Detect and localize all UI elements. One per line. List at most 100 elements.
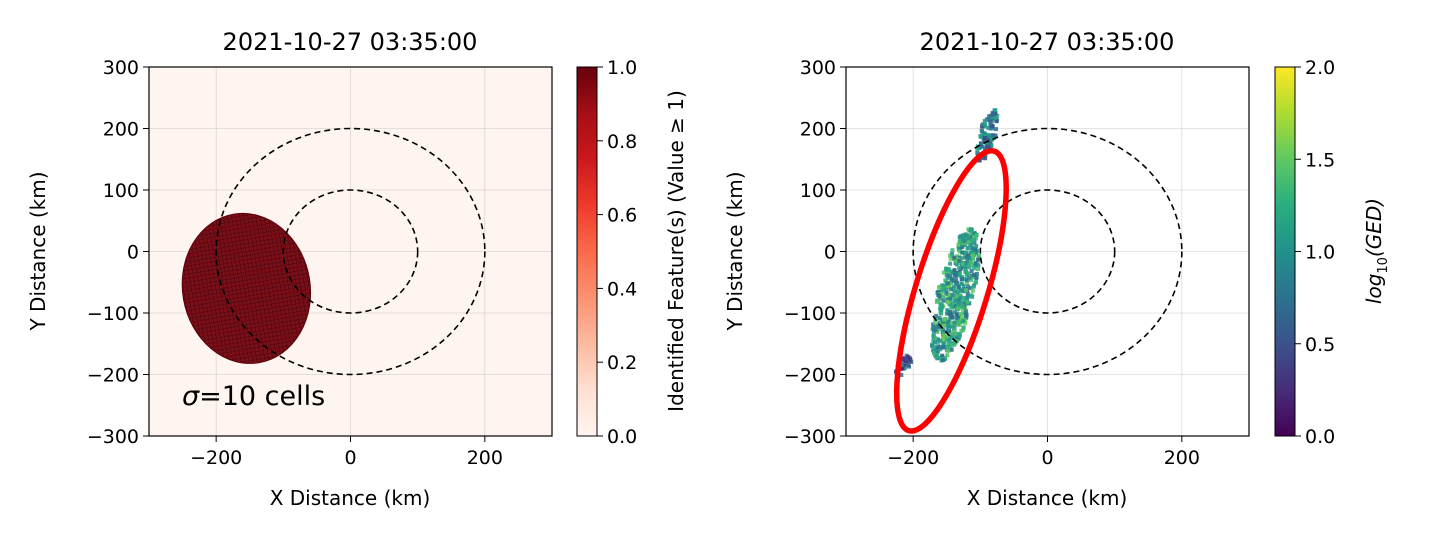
left-colorbar-label: Identified Feature(s) (Value ≥ 1) (664, 90, 688, 412)
lightning-cell (900, 360, 905, 365)
lightning-cell (973, 247, 978, 252)
lightning-cell (949, 333, 954, 338)
lightning-cell (942, 286, 947, 291)
lightning-cell (954, 281, 959, 286)
lightning-cell (955, 290, 960, 295)
lightning-cell (970, 239, 975, 244)
lightning-cell (993, 108, 998, 113)
lightning-cell (942, 317, 947, 322)
lightning-cell (985, 132, 990, 137)
lightning-cell (945, 308, 950, 313)
lightning-cell (948, 321, 953, 326)
cb-label-log: log (1362, 274, 1386, 305)
lightning-cell (940, 294, 945, 299)
left-x-tick-label: 200 (467, 447, 503, 469)
lightning-cell (964, 233, 969, 238)
lightning-cell (951, 304, 956, 309)
lightning-cell (989, 143, 994, 148)
lightning-cell (953, 259, 958, 264)
left-y-tick-label: 200 (103, 119, 139, 141)
lightning-cell (980, 122, 985, 127)
lightning-cell (900, 366, 905, 371)
right-y-tick-label: 100 (800, 180, 836, 202)
lightning-cell (971, 257, 976, 262)
lightning-cell (941, 345, 946, 350)
lightning-cell (956, 284, 961, 289)
lightning-cell (937, 315, 942, 320)
left-range-ring (282, 189, 419, 314)
lightning-cell (957, 265, 962, 270)
lightning-cell (965, 239, 970, 244)
lightning-cell (961, 319, 966, 324)
lightning-cell (968, 234, 973, 239)
cb-label-arg: (GED) (1362, 198, 1386, 257)
lightning-cell (949, 277, 954, 282)
lightning-cell (955, 254, 960, 259)
lightning-cell (946, 320, 951, 325)
lightning-cell (948, 274, 953, 279)
right-x-tick-label: 0 (1041, 447, 1053, 469)
left-colorbar-tick-label: 0.0 (607, 426, 637, 448)
lightning-cell (899, 372, 904, 377)
lightning-cell (932, 351, 937, 356)
lightning-cell (944, 337, 949, 342)
lightning-cell (968, 250, 973, 255)
lightning-cell (963, 250, 968, 255)
lightning-cell (952, 330, 957, 335)
lightning-cell (932, 340, 937, 345)
lightning-cell (934, 313, 939, 318)
lightning-cell (902, 366, 907, 371)
lightning-cell (955, 339, 960, 344)
lightning-cell (935, 345, 940, 350)
right-range-rings (912, 127, 1183, 376)
lightning-cell (971, 272, 976, 277)
lightning-cell (955, 262, 960, 267)
lightning-cell (990, 116, 995, 121)
lightning-cell (974, 276, 979, 281)
lightning-cell (968, 277, 973, 282)
lightning-cell (943, 266, 948, 271)
lightning-cell (964, 312, 969, 317)
lightning-cell (938, 324, 943, 329)
lightning-cell (945, 269, 950, 274)
lightning-cell (964, 256, 969, 261)
lightning-cell (969, 246, 974, 251)
lightning-cell (993, 115, 998, 120)
lightning-cell (951, 295, 956, 300)
lightning-cell (969, 263, 974, 268)
lightning-cell (962, 255, 967, 260)
lightning-cell (959, 316, 964, 321)
lightning-cell (984, 117, 989, 122)
lightning-cell (977, 253, 982, 258)
lightning-cell (957, 319, 962, 324)
lightning-cell (948, 261, 953, 266)
lightning-cell (945, 276, 950, 281)
lightning-cell (964, 273, 969, 278)
lightning-cell (957, 235, 962, 240)
lightning-cell (990, 111, 995, 116)
lightning-cell (930, 344, 935, 349)
lightning-cell (952, 298, 957, 303)
lightning-cell (961, 288, 966, 293)
lightning-cell (941, 270, 946, 275)
lightning-cell (961, 283, 966, 288)
lightning-cell (937, 294, 942, 299)
lightning-cell (949, 330, 954, 335)
lightning-cell (940, 305, 945, 310)
lightning-cell (971, 266, 976, 271)
right-axis-ticks: −200 0 200 300 200 100 0 −100 −200 −300 (784, 57, 1200, 469)
left-colorbar-tick-label: 0.8 (607, 131, 637, 153)
lightning-cell (969, 268, 974, 273)
lightning-cell (989, 137, 994, 142)
lightning-cell (952, 310, 957, 315)
lightning-cell (899, 363, 904, 368)
lightning-cell (955, 306, 960, 311)
lightning-cell (960, 305, 965, 310)
left-feature-layer (181, 212, 312, 364)
left-y-axis-label: Y Distance (km) (26, 171, 50, 331)
lightning-cell (940, 353, 945, 358)
left-x-tick-label: 0 (344, 447, 356, 469)
left-y-tick-label: 100 (103, 180, 139, 202)
lightning-cell (967, 255, 972, 260)
right-colorbar-tick-label: 1.5 (1305, 149, 1335, 171)
